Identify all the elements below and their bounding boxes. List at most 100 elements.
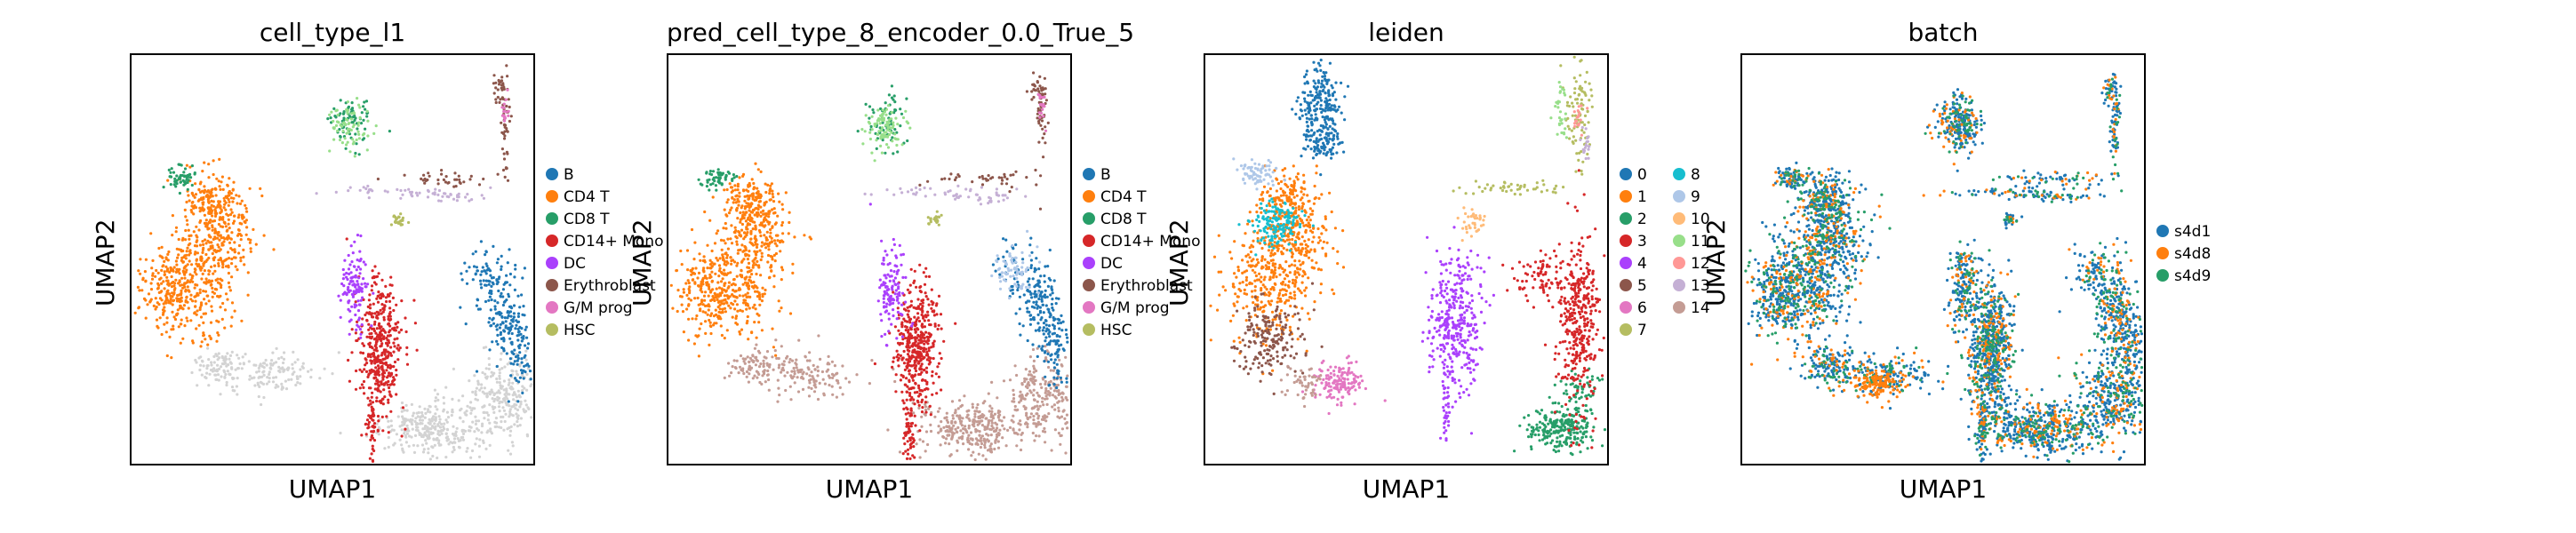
scatter-point — [269, 363, 273, 367]
scatter-point — [527, 364, 531, 368]
scatter-point — [484, 253, 487, 257]
scatter-point — [500, 337, 503, 340]
scatter-point — [364, 187, 368, 191]
scatter-point — [220, 285, 223, 290]
scatter-point — [426, 188, 430, 192]
scatter-point — [1041, 345, 1044, 348]
scatter-point — [201, 189, 204, 193]
scatter-point — [1033, 306, 1036, 309]
scatter-point — [498, 100, 501, 104]
scatter-point — [959, 429, 963, 433]
scatter-point — [1042, 326, 1045, 330]
scatter-point — [816, 365, 820, 369]
legend-marker — [546, 279, 558, 291]
scatter-point — [754, 235, 757, 238]
scatter-point — [1026, 229, 1029, 233]
scatter-point — [238, 221, 242, 225]
scatter-point — [348, 379, 351, 383]
scatter-point — [381, 402, 385, 406]
scatter-point — [377, 433, 380, 436]
scatter-point — [1046, 393, 1050, 396]
scatter-point — [792, 375, 796, 378]
scatter-point — [988, 444, 992, 448]
scatter-point — [758, 303, 762, 306]
scatter-point — [188, 242, 192, 245]
scatter-point — [1064, 451, 1068, 455]
scatter-point — [990, 424, 994, 428]
scatter-point — [766, 260, 770, 264]
scatter-point — [1024, 301, 1028, 305]
scatter-point — [208, 235, 212, 238]
scatter-point — [365, 418, 370, 422]
scatter-point — [214, 194, 218, 197]
scatter-point — [756, 192, 760, 196]
scatter-point — [203, 261, 206, 265]
scatter-point — [1029, 377, 1033, 380]
scatter-point — [190, 164, 194, 168]
scatter-point — [361, 133, 364, 137]
scatter-point — [1055, 362, 1059, 366]
scatter-point — [715, 295, 718, 298]
scatter-point — [217, 378, 220, 382]
scatter-point — [358, 272, 362, 275]
scatter-point — [1028, 285, 1031, 289]
scatter-point — [219, 365, 223, 369]
scatter-point — [190, 370, 194, 375]
scatter-point — [817, 334, 820, 338]
scatter-point — [500, 265, 503, 268]
scatter-point — [700, 298, 704, 302]
scatter-point — [215, 370, 219, 373]
scatter-point — [163, 322, 166, 326]
scatter-point — [385, 415, 388, 418]
scatter-point — [220, 242, 224, 245]
scatter-point — [855, 373, 859, 377]
scatter-point — [476, 298, 479, 301]
scatter-point — [1052, 389, 1056, 393]
scatter-point — [761, 295, 764, 298]
panel-title: cell_type_l1 — [259, 18, 406, 47]
scatter-point — [338, 128, 341, 131]
scatter-point — [220, 209, 223, 212]
scatter-point — [765, 362, 769, 365]
scatter-point — [367, 322, 371, 326]
scatter-point — [416, 194, 420, 197]
scatter-point — [372, 414, 375, 418]
scatter-point — [747, 261, 751, 265]
scatter-point — [451, 450, 454, 454]
scatter-point — [345, 271, 348, 275]
scatter-point — [1035, 303, 1038, 306]
scatter-point — [201, 272, 204, 275]
scatter-point — [800, 375, 804, 379]
scatter-point — [385, 369, 388, 372]
scatter-point — [523, 386, 526, 390]
scatter-point — [784, 191, 788, 195]
scatter-point — [976, 439, 980, 442]
scatter-point — [209, 337, 212, 341]
scatter-point — [1036, 306, 1039, 310]
scatter-point — [745, 375, 748, 378]
scatter-point — [984, 457, 988, 461]
scatter-point — [796, 390, 801, 394]
scatter-point — [903, 368, 907, 371]
scatter-point — [210, 305, 213, 308]
scatter-point — [171, 310, 174, 314]
scatter-point — [1044, 419, 1048, 423]
scatter-point — [210, 363, 213, 367]
scatter-point — [1033, 270, 1036, 274]
scatter-point — [228, 372, 232, 377]
scatter-point — [1058, 327, 1061, 330]
scatter-point — [346, 277, 349, 282]
cluster-points — [133, 157, 276, 360]
scatter-point — [187, 289, 190, 292]
scatter-point — [191, 274, 195, 278]
scatter-point — [980, 442, 984, 446]
scatter-point — [229, 192, 233, 195]
scatter-point — [200, 359, 204, 362]
scatter-point — [1012, 397, 1016, 401]
scatter-point — [716, 168, 720, 171]
scatter-point — [501, 303, 505, 307]
scatter-point — [180, 248, 183, 251]
scatter-point — [384, 348, 388, 352]
scatter-point — [759, 214, 763, 218]
scatter-point — [449, 193, 452, 196]
